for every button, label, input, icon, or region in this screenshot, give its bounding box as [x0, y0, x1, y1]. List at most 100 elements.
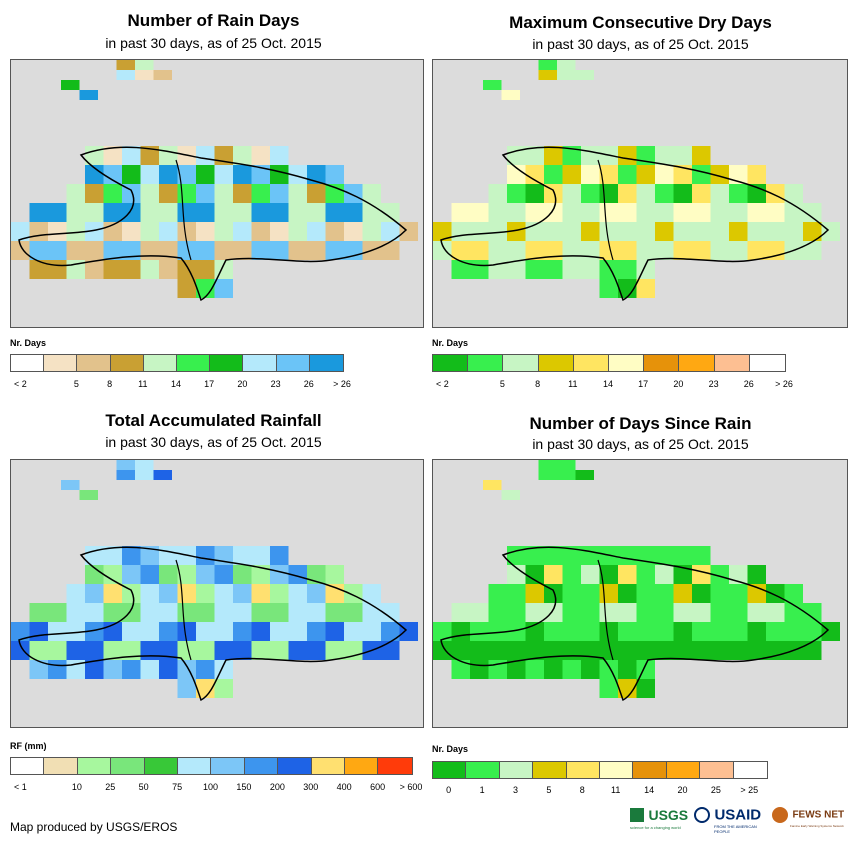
grid-cell — [325, 203, 344, 222]
grid-cell — [483, 480, 502, 490]
legend-swatch — [503, 355, 539, 371]
legend-title: Nr. Days — [10, 338, 47, 348]
legend-label: 25 — [105, 782, 116, 792]
grid-cell — [140, 622, 159, 641]
grid-cell — [270, 203, 289, 222]
grid-cell — [710, 603, 729, 622]
coastline — [440, 546, 830, 702]
legend-label: 23 — [708, 379, 719, 389]
legend-swatch — [77, 758, 112, 774]
grid-cell — [196, 641, 215, 660]
fews-net-logo: FEWS NET Famine Early Warning Systems Ne… — [772, 806, 845, 828]
grid-cell — [270, 565, 289, 584]
grid-cell — [451, 222, 470, 241]
legend-label: 8 — [535, 379, 541, 389]
grid-cell — [122, 184, 141, 203]
legend-label: 14 — [602, 379, 614, 389]
grid-cell — [288, 584, 307, 603]
grid-cell — [103, 565, 122, 584]
grid-cell — [251, 565, 270, 584]
grid-cell — [251, 203, 270, 222]
panel-subtitle: in past 30 days, as of 25 Oct. 2015 — [105, 35, 322, 51]
grid-cell — [507, 203, 526, 222]
grid-cell — [692, 241, 711, 260]
grid-cell — [470, 660, 489, 679]
grid-cell — [399, 222, 418, 241]
legend-label: < 2 — [14, 379, 27, 389]
grid-cell — [747, 165, 766, 184]
grid-cell — [85, 603, 104, 622]
grid-cell — [270, 603, 289, 622]
grid-cell — [433, 241, 452, 260]
grid-cell — [729, 622, 748, 641]
grid-cell — [562, 241, 581, 260]
legend-label: 5 — [499, 379, 505, 389]
grid-cell — [655, 241, 674, 260]
grid-cell — [214, 565, 233, 584]
grid-cell — [655, 603, 674, 622]
grid-cell — [307, 241, 326, 260]
grid-cell — [581, 146, 600, 165]
grid-cell — [196, 260, 215, 279]
legend-swatch — [573, 355, 609, 371]
country-border — [175, 159, 192, 261]
grid-cell — [581, 565, 600, 584]
legend-swatch — [309, 355, 343, 371]
grid-cell — [177, 184, 196, 203]
grid-cell — [507, 222, 526, 241]
legend-swatch — [499, 762, 534, 778]
legend-swatch — [700, 762, 734, 778]
grid-cell — [251, 641, 270, 660]
grid-cell — [784, 622, 803, 641]
legend-title: RF (mm) — [10, 741, 47, 751]
usgs-emblem-icon — [630, 807, 644, 822]
grid-cell — [692, 584, 711, 603]
grid-cell — [525, 584, 544, 603]
grid-cell — [177, 584, 196, 603]
grid-cell — [636, 679, 655, 698]
grid-cell — [692, 565, 711, 584]
grid-cell — [507, 622, 526, 641]
legend-label: 50 — [138, 782, 149, 792]
grid-cell — [747, 222, 766, 241]
grid-cell — [214, 679, 233, 698]
grid-cell — [673, 241, 692, 260]
fews-net-tagline: Famine Early Warning Systems Network — [790, 824, 844, 828]
legend-swatch — [538, 355, 574, 371]
grid-cell — [233, 165, 252, 184]
grid-cell — [66, 184, 85, 203]
grid-cell — [251, 603, 270, 622]
grid-cell — [48, 603, 67, 622]
grid-cell — [544, 565, 563, 584]
grid-cell — [618, 203, 637, 222]
grid-cell — [214, 241, 233, 260]
legend-swatch — [533, 762, 567, 778]
map-rain-days — [10, 59, 424, 328]
grid-cell — [196, 679, 215, 698]
grid-cell — [581, 222, 600, 241]
panel-subtitle: in past 30 days, as of 25 Oct. 2015 — [105, 434, 322, 450]
grid-cell — [66, 241, 85, 260]
legend-swatch — [77, 355, 111, 371]
grid-cell — [135, 460, 154, 470]
grid-cell — [525, 641, 544, 660]
grid-cell — [177, 241, 196, 260]
grid-cell — [66, 622, 85, 641]
grid-cell — [803, 203, 822, 222]
grid-cell — [251, 241, 270, 260]
grid-cell — [488, 203, 507, 222]
legend-bar — [10, 354, 344, 372]
grid-cell — [766, 184, 785, 203]
grid-cell — [562, 222, 581, 241]
grid-cell — [636, 622, 655, 641]
grid-cell — [85, 546, 104, 565]
grid-cell — [655, 184, 674, 203]
grid-cell — [399, 622, 418, 641]
grid-cell — [66, 584, 85, 603]
grid-cell — [177, 622, 196, 641]
grid-cell — [344, 222, 363, 241]
grid-cell — [29, 222, 48, 241]
legend-label: 11 — [138, 379, 148, 389]
legend-label: 5 — [546, 785, 552, 795]
grid-cell — [196, 584, 215, 603]
